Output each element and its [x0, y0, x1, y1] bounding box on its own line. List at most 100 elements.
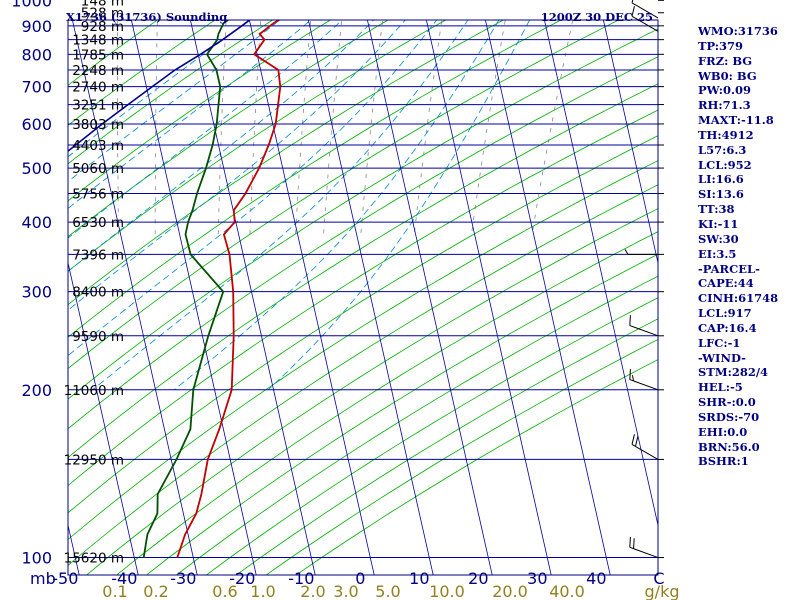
index-line: BSHR:1 — [698, 454, 749, 469]
index-line: LCL:917 — [698, 306, 752, 321]
dry-adiabat-line — [68, 20, 274, 165]
sounding-indices-panel: WMO:31736 TP:379 FRZ: BG WB0: BG PW:0.09 RH:7… — [698, 24, 798, 469]
chart-profiles — [68, 20, 282, 558]
moist-adiabat-line — [267, 20, 531, 391]
index-line: HEL:-5 — [698, 380, 743, 395]
height-label: 148 m — [81, 0, 124, 9]
index-line: LCL:952 — [698, 157, 752, 172]
wind-barb-flag — [629, 315, 631, 326]
wind-barb — [629, 315, 659, 337]
isotherm-line — [189, 20, 316, 575]
dry-adiabat-line — [116, 231, 658, 575]
wind-barb-staff — [631, 443, 659, 460]
wind-barb — [629, 536, 659, 559]
dry-adiabat-line — [175, 275, 658, 575]
wind-barb-flag — [633, 538, 635, 549]
x-tick-label: 30 — [527, 569, 547, 588]
isotherm-line — [602, 20, 658, 265]
index-line: EHI:0.0 — [698, 424, 748, 439]
isotherm-line — [484, 20, 611, 575]
wind-barb — [631, 0, 659, 19]
wind-barb-staff — [631, 15, 659, 32]
x-tick-label: 20 — [468, 569, 488, 588]
x-tick-label: -20 — [229, 569, 255, 588]
dry-adiabat-line — [68, 184, 658, 566]
dewpoint-profile-line — [142, 20, 230, 558]
index-line: TT:38 — [698, 202, 735, 217]
mixing-ratio-line — [217, 20, 227, 235]
dry-adiabat-line — [68, 20, 562, 338]
height-label: 2248 m — [72, 63, 124, 79]
isotherm-line — [130, 20, 257, 575]
index-line: SW:30 — [698, 231, 739, 246]
chart-grid — [0, 0, 658, 583]
wind-barbs — [624, 0, 659, 559]
height-label: 6530 m — [72, 215, 124, 231]
moist-adiabat-line — [92, 20, 469, 391]
pressure-label: 700 — [21, 78, 52, 97]
height-label: 928 m — [81, 19, 124, 35]
parcel-profile-line — [68, 20, 252, 153]
mixing-ratio-label: 2.0 — [300, 582, 325, 600]
dry-adiabat-line — [68, 20, 620, 370]
wind-barb — [631, 434, 659, 460]
height-label: 11060 m — [64, 383, 124, 399]
mixing-ratio-label: g/kg — [645, 582, 680, 600]
index-line: SI:13.6 — [698, 187, 744, 202]
mixing-ratio-label: 10.0 — [429, 582, 465, 600]
pressure-label: 600 — [21, 115, 52, 134]
wind-barb-flag — [631, 0, 634, 4]
index-line: -PARCEL- — [698, 261, 760, 276]
dry-adiabat-line — [235, 318, 658, 575]
dry-adiabat-line — [86, 208, 658, 575]
plot-frame — [67, 19, 659, 576]
x-tick-label: 0 — [355, 569, 365, 588]
wind-barb-flag — [629, 369, 631, 380]
x-tick-label: -40 — [111, 569, 137, 588]
wind-barb — [624, 249, 658, 255]
wind-barb-flag — [631, 434, 635, 445]
isotherm-line — [71, 20, 198, 575]
mixing-ratio-label: 3.0 — [333, 582, 358, 600]
moist-adiabat-line — [173, 20, 500, 391]
pressure-label: 400 — [21, 213, 52, 232]
wind-barb-flag — [624, 249, 629, 255]
height-label: 5060 m — [72, 161, 124, 177]
isotherm-line — [543, 20, 658, 528]
wind-barb-flag — [634, 436, 639, 447]
index-line: WB0: BG — [698, 68, 757, 83]
x-tick-label: 40 — [586, 569, 606, 588]
x-tick-label: -30 — [170, 569, 196, 588]
index-line: FRZ: BG — [698, 53, 753, 68]
index-line: -WIND- — [698, 350, 746, 365]
height-label: 5756 m — [72, 187, 124, 203]
wind-barb — [631, 5, 659, 32]
dry-adiabat-line — [68, 135, 658, 514]
index-line: LFC:-1 — [698, 335, 741, 350]
mixing-ratio-line — [360, 20, 383, 235]
wind-barb-staff — [631, 2, 659, 19]
index-line: SRDS:-70 — [698, 409, 760, 424]
dry-adiabat-line — [68, 109, 658, 487]
isotherm-line — [0, 0, 22, 583]
mixing-ratio-label: 20.0 — [492, 582, 528, 600]
mixing-ratio-label: 40.0 — [549, 582, 585, 600]
mixing-ratio-line — [154, 20, 158, 235]
height-label: 3251 m — [72, 98, 124, 114]
dry-adiabat-line — [68, 83, 658, 459]
pressure-label: 100 — [21, 549, 52, 568]
index-line: PW:0.09 — [698, 83, 752, 98]
index-line: CINH:61748 — [698, 291, 779, 306]
x-tick-label: -50 — [52, 569, 78, 588]
index-line: L57:6.3 — [698, 142, 747, 157]
wind-barb-flag — [631, 5, 635, 17]
dry-adiabat-line — [205, 297, 658, 575]
index-line: CAPE:44 — [698, 276, 754, 291]
pressure-label: 300 — [21, 283, 52, 302]
wind-barb — [629, 369, 659, 391]
index-line: RH:71.3 — [698, 98, 751, 113]
dry-adiabat-line — [68, 20, 505, 306]
isotherm-line — [366, 20, 493, 575]
wind-barb-flag — [631, 375, 635, 382]
